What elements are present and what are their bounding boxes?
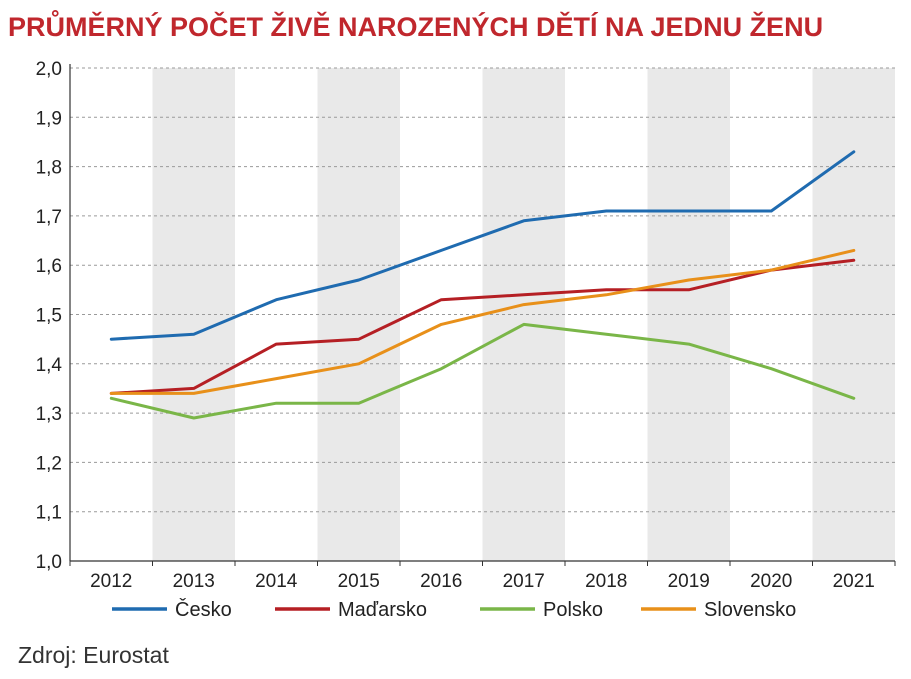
- source-note: Zdroj: Eurostat: [18, 642, 169, 668]
- x-tick-label: 2013: [173, 571, 215, 592]
- legend: Česko Maďarsko Polsko Slovensko: [112, 598, 796, 621]
- y-tick-label: 1,7: [36, 207, 62, 228]
- legend-label: Polsko: [543, 599, 603, 621]
- x-tick-label: 2017: [503, 571, 545, 592]
- chart-title: PRŮMĚRNÝ POČET ŽIVĚ NAROZENÝCH DĚTÍ NA J…: [8, 12, 824, 42]
- series-line-Slovensko: [109, 248, 856, 395]
- y-tick-label: 1,5: [36, 306, 62, 327]
- y-tick-label: 1,8: [36, 158, 62, 179]
- x-tick-label: 2012: [90, 571, 132, 592]
- legend-label: Maďarsko: [338, 599, 427, 621]
- y-tick-label: 1,4: [36, 355, 63, 376]
- x-tick-label: 2015: [338, 571, 380, 592]
- axes: [69, 64, 896, 566]
- y-axis-ticks: 1,0 1,1 1,2 1,3 1,4 1,5 1,6 1,7 1,8 1,9 2,0: [36, 59, 63, 573]
- x-tick-label: 2018: [585, 571, 627, 592]
- x-axis-ticks: 2012 2013 2014 2015 2016 2017 2018 2019 2020 2021: [90, 571, 875, 592]
- series-line-Česko: [109, 150, 856, 341]
- y-tick-label: 1,3: [36, 404, 62, 425]
- y-tick-label: 1,9: [36, 108, 62, 129]
- y-tick-label: 1,0: [36, 552, 62, 573]
- y-tick-label: 1,1: [36, 503, 62, 524]
- series-line-Maďarsko: [109, 258, 856, 395]
- x-tick-label: 2019: [668, 571, 710, 592]
- y-tick-label: 2,0: [36, 59, 62, 80]
- x-tick-label: 2016: [420, 571, 462, 592]
- x-tick-label: 2020: [750, 571, 792, 592]
- series-line-Polsko: [109, 322, 856, 420]
- y-tick-label: 1,6: [36, 256, 62, 277]
- series-lines: [109, 150, 856, 420]
- y-tick-label: 1,2: [36, 453, 62, 474]
- x-tick-label: 2014: [255, 571, 298, 592]
- legend-label: Slovensko: [704, 599, 796, 621]
- legend-label: Česko: [175, 598, 232, 621]
- x-tick-label: 2021: [833, 571, 875, 592]
